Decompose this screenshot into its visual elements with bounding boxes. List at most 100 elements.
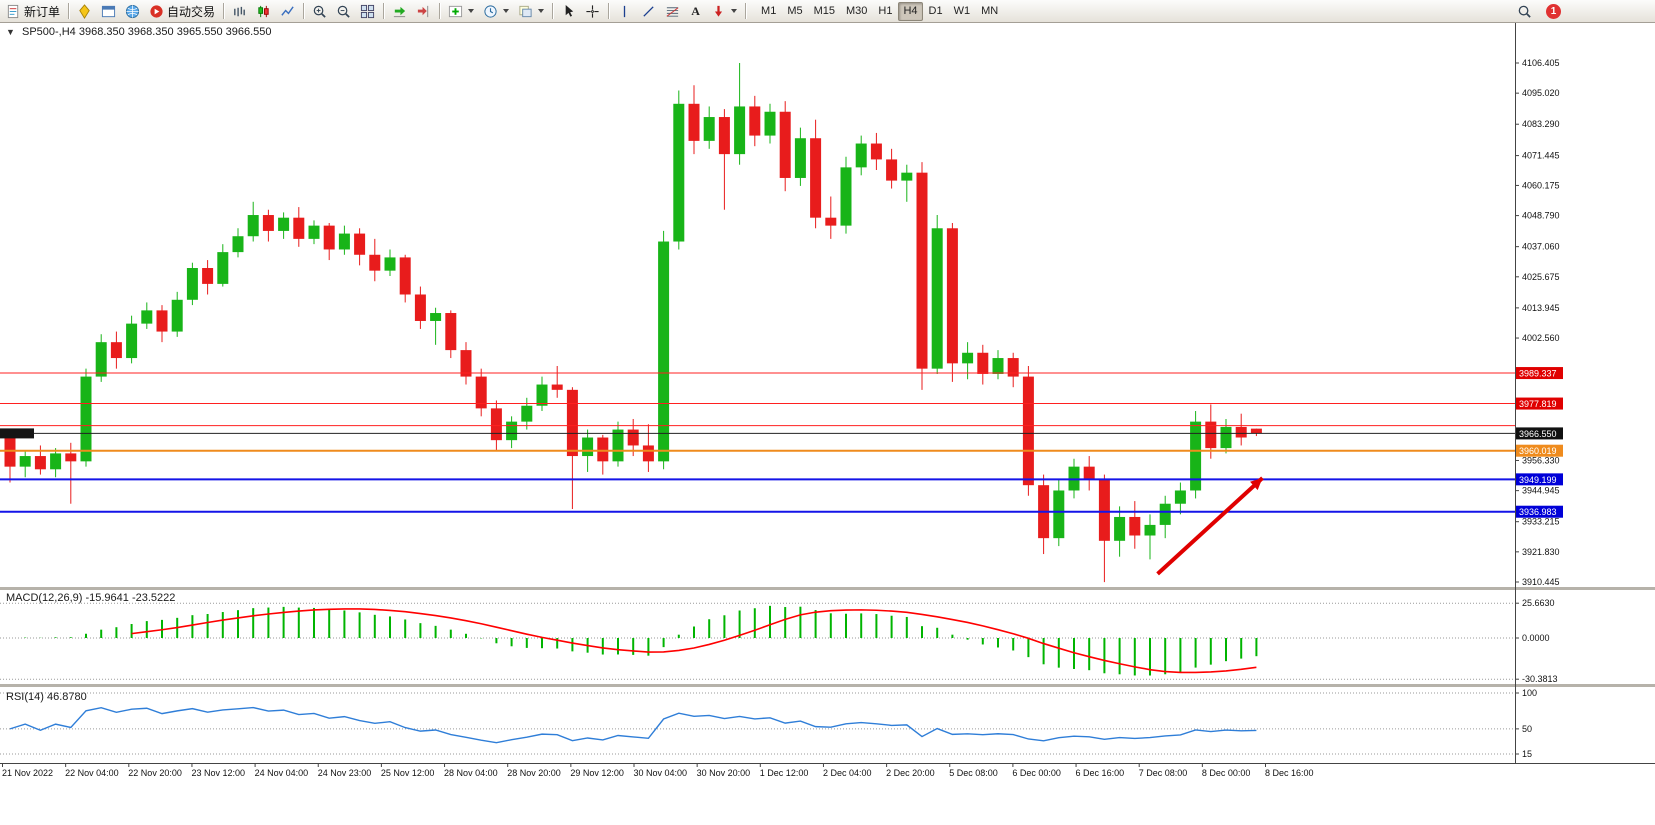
candle-body xyxy=(1174,490,1186,504)
candle-body xyxy=(1083,466,1095,480)
arrow-marker-icon xyxy=(714,5,723,17)
search-icon xyxy=(1518,5,1531,18)
trendline-button[interactable] xyxy=(637,1,660,21)
current-price-left-marker xyxy=(0,428,34,439)
toolbar-separator xyxy=(303,3,305,19)
candle-body xyxy=(642,445,654,462)
timeframe-m15-button[interactable]: M15 xyxy=(809,2,840,21)
candle-body xyxy=(186,268,198,300)
indicators-icon xyxy=(448,5,463,17)
text-tool-button[interactable]: A xyxy=(685,1,706,21)
bar-chart-icon xyxy=(234,6,245,16)
candle-body xyxy=(886,159,898,181)
time-tick-label: 7 Dec 08:00 xyxy=(1139,768,1188,778)
candle-body xyxy=(977,352,989,374)
pane-divider[interactable] xyxy=(0,587,1655,590)
timeframe-m1-button[interactable]: M1 xyxy=(756,2,781,21)
candle-body xyxy=(475,376,487,409)
candle-body xyxy=(688,103,700,141)
timeframe-w1-button[interactable]: W1 xyxy=(949,2,976,21)
timeframe-m5-button[interactable]: M5 xyxy=(782,2,807,21)
search-button[interactable] xyxy=(1513,1,1536,21)
candle-body xyxy=(749,106,761,136)
arrows-tool-button[interactable] xyxy=(707,1,741,21)
macd-signal-line xyxy=(131,608,1257,674)
candle-body xyxy=(1129,516,1141,536)
candle-body xyxy=(232,236,244,253)
candle-body xyxy=(734,106,746,155)
candle-body xyxy=(1098,479,1110,541)
price-tag xyxy=(1516,505,1563,518)
templates-button[interactable] xyxy=(514,1,548,21)
tile-windows-button[interactable] xyxy=(356,1,379,21)
time-tick-label: 28 Nov 20:00 xyxy=(507,768,561,778)
price-tag-label: 3989.337 xyxy=(1519,369,1557,379)
zoom-out-icon xyxy=(337,5,350,18)
price-tag xyxy=(1516,397,1563,410)
candle-body xyxy=(870,143,882,160)
price-tag xyxy=(1516,473,1563,486)
timeframe-d1-button[interactable]: D1 xyxy=(924,2,948,21)
trend-arrow[interactable] xyxy=(1156,476,1264,576)
candle-body xyxy=(399,257,411,295)
crosshair-button[interactable] xyxy=(581,1,604,21)
navigator-button[interactable] xyxy=(121,1,144,21)
price-tag-label: 3949.199 xyxy=(1519,475,1557,485)
vertical-line-button[interactable] xyxy=(613,1,636,21)
new-order-icon xyxy=(7,4,19,18)
time-tick-label: 2 Dec 04:00 xyxy=(823,768,872,778)
chart-shift-button[interactable] xyxy=(412,1,435,21)
candle-body xyxy=(202,268,214,284)
candle-body xyxy=(1190,421,1202,491)
cursor-button[interactable] xyxy=(557,1,580,21)
candle-body xyxy=(490,408,502,441)
price-tick-label: 4048.790 xyxy=(1522,211,1560,221)
line-chart-button[interactable] xyxy=(276,1,299,21)
auto-trading-button[interactable]: 自动交易 xyxy=(145,1,219,21)
candle-body xyxy=(262,215,274,231)
fibonacci-button[interactable] xyxy=(661,1,684,21)
zoom-out-button[interactable] xyxy=(332,1,355,21)
candle-body xyxy=(414,294,426,321)
new-order-button[interactable]: 新订单 xyxy=(2,1,64,21)
candle-body xyxy=(992,358,1004,374)
periods-button[interactable] xyxy=(479,1,513,21)
timeframe-h4-button[interactable]: H4 xyxy=(898,1,923,21)
macd-tick-label: 25.6630 xyxy=(1522,598,1555,608)
caret-down-icon xyxy=(468,9,475,13)
timeframe-m30-button[interactable]: M30 xyxy=(841,2,872,21)
candle-body xyxy=(1250,428,1262,434)
timeframe-mn-button[interactable]: MN xyxy=(976,2,1003,21)
chart-canvas[interactable]: 4106.405 4095.020 4083.290 4071.445 4060.175… xyxy=(0,23,1655,825)
zoom-in-button[interactable] xyxy=(308,1,331,21)
chart-window: 4106.405 4095.020 4083.290 4071.445 4060.175… xyxy=(0,23,1655,825)
candle-body xyxy=(19,456,31,467)
macd-label: MACD(12,26,9) -15.9641 -23.5222 xyxy=(6,592,176,604)
data-window-button[interactable] xyxy=(97,1,120,21)
indicators-button[interactable] xyxy=(444,1,478,21)
pane-divider[interactable] xyxy=(0,684,1655,687)
rsi-tick-label: 50 xyxy=(1522,724,1532,734)
time-tick-label: 5 Dec 08:00 xyxy=(949,768,998,778)
price-tag-label: 3977.819 xyxy=(1519,399,1557,409)
price-tick-label: 4071.445 xyxy=(1522,151,1560,161)
toolbar-right-group: 1 xyxy=(1513,1,1561,21)
vertical-line-icon xyxy=(623,5,626,17)
bar-chart-button[interactable] xyxy=(228,1,251,21)
chart-collapse-icon[interactable] xyxy=(6,27,15,37)
auto-scroll-button[interactable] xyxy=(388,1,411,21)
candle-body xyxy=(551,384,563,390)
time-tick-label: 28 Nov 04:00 xyxy=(444,768,498,778)
candle-body xyxy=(779,111,791,178)
auto-trading-icon xyxy=(150,4,163,18)
timeframe-h1-button[interactable]: H1 xyxy=(873,2,897,21)
notification-badge[interactable]: 1 xyxy=(1546,3,1561,19)
time-tick-label: 8 Dec 00:00 xyxy=(1202,768,1251,778)
candlestick-button[interactable] xyxy=(252,1,275,21)
candle-body xyxy=(65,453,77,462)
time-tick-label: 1 Dec 12:00 xyxy=(760,768,809,778)
market-watch-button[interactable] xyxy=(73,1,96,21)
candle-body xyxy=(445,313,457,351)
market-watch-icon xyxy=(79,3,90,19)
trend-arrow-head xyxy=(1250,478,1263,491)
